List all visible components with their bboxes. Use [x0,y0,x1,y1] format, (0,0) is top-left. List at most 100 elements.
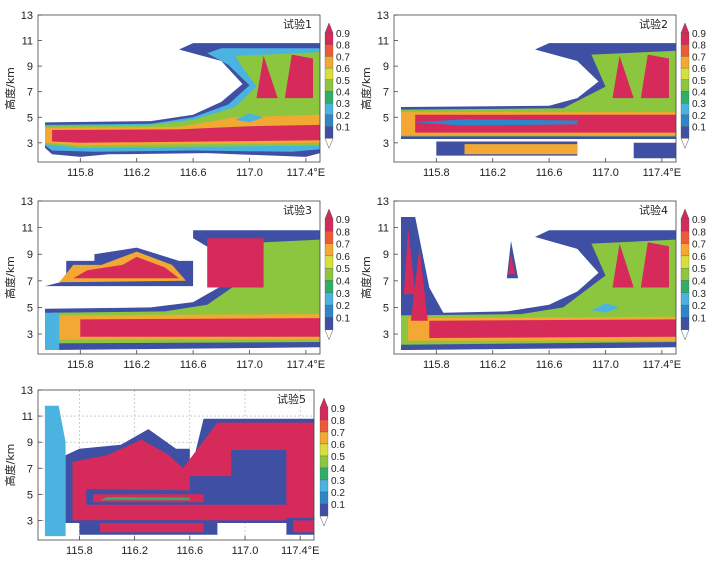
colorbar-segment [324,103,334,116]
colorbar-label: 0.6 [336,64,350,75]
colorbar-segment [680,304,690,318]
colorbar: 0.90.80.70.60.50.40.30.20.1 [680,22,706,149]
y-tick-label: 9 [383,249,389,261]
y-tick-label: 3 [383,329,389,341]
colorbar: 0.90.80.70.60.50.40.30.20.1 [319,397,345,527]
panel-1: 115.8 116.2 116.6 117.0 117.4°E 3 5 7 9 11 13 高度/km… [3,10,350,179]
y-tick-label: 13 [377,196,389,208]
x-tick-label: 116.6 [176,545,203,557]
y-tick-label: 3 [27,329,33,341]
y-tick-label: 13 [21,385,33,397]
plot-frame [37,14,321,163]
y-tick-label: 9 [27,61,33,73]
colorbar-segment [680,79,690,92]
x-tick-label: 116.2 [479,167,506,179]
y-tick-label: 13 [21,196,33,208]
colorbar-segment [680,114,690,127]
colorbar-label: 0.2 [692,301,706,312]
colorbar-label: 0.5 [692,76,706,87]
y-tick-label: 5 [383,302,389,314]
colorbar-segment [680,317,690,330]
y-tick-label: 11 [22,411,33,423]
y-axis-label: 高度/km [3,67,17,110]
colorbar-label: 0.9 [336,29,350,40]
y-tick-label: 11 [378,36,389,48]
y-tick-label: 5 [383,112,389,124]
x-tick-label: 117.0 [592,167,619,179]
colorbar-label: 0.2 [331,488,345,499]
colorbar-extend-top [319,397,329,409]
colorbar-extend-bottom [324,138,334,149]
y-tick-label: 5 [27,302,33,314]
colorbar: 0.90.80.70.60.50.40.30.20.1 [680,208,706,341]
contour-region-11 [591,303,620,313]
y-tick-label: 3 [27,515,33,527]
y-tick-label: 7 [27,463,33,475]
panel-4: 115.8 116.2 116.6 117.0 117.4°E 3 5 7 9 11 13 高度/km… [359,196,706,371]
panel-3: 115.8 116.2 116.6 117.0 117.4°E 3 5 7 9 11 13 高度/km… [3,196,350,371]
colorbar-label: 0.4 [331,464,345,475]
x-tick-label: 116.6 [180,359,207,371]
colorbar-label: 0.8 [692,41,706,52]
colorbar-label: 0.8 [336,227,350,238]
colorbar-extend-top [680,22,690,34]
colorbar-label: 0.7 [692,52,706,63]
colorbar-label: 0.5 [331,452,345,463]
colorbar-segment [324,91,334,104]
contour-region-1 [44,405,66,537]
x-tick-label: 116.6 [180,167,207,179]
colorbar-segment [680,56,690,69]
y-tick-label: 13 [377,10,389,22]
colorbar-label: 0.5 [336,264,350,275]
colorbar-label: 0.6 [336,252,350,263]
colorbar-segment [319,407,329,421]
x-tick-label: 115.8 [67,167,94,179]
colorbar-segment [324,126,334,139]
x-tick-label: 115.8 [423,167,450,179]
colorbar-segment [324,67,334,80]
colorbar: 0.90.80.70.60.50.40.30.20.1 [324,22,350,149]
contour-layers [401,217,676,350]
colorbar-segment [324,44,334,57]
colorbar-label: 0.7 [336,240,350,251]
y-axis-label: 高度/km [359,67,373,110]
panel-title: 试验3 [283,203,312,217]
y-tick-label: 5 [27,112,33,124]
contour-region-4 [86,450,287,505]
panel-title: 试验2 [639,17,668,31]
colorbar-label: 0.5 [336,76,350,87]
colorbar-segment [319,419,329,433]
colorbar-label: 0.9 [336,215,350,226]
x-tick-label: 117.4°E [287,359,325,371]
contour-region-6 [256,55,278,99]
contour-region-4 [80,318,320,337]
colorbar-label: 0.1 [336,123,350,134]
colorbar-extend-bottom [680,329,690,341]
panel-title: 试验1 [283,17,312,31]
contour-region-5 [52,124,320,143]
colorbar-segment [680,126,690,139]
y-tick-label: 7 [383,276,389,288]
contour-region-10 [293,520,314,533]
contour-region-6 [612,55,634,99]
colorbar-label: 0.6 [692,64,706,75]
y-tick-label: 11 [378,223,389,235]
colorbar-label: 0.8 [692,227,706,238]
y-tick-label: 7 [27,87,33,99]
x-tick-label: 116.2 [479,359,506,371]
colorbar-segment [324,32,334,45]
contour-region-5 [403,227,416,295]
plot-frame [393,14,677,163]
colorbar-label: 0.6 [331,440,345,451]
colorbar-segment [680,91,690,104]
y-tick-label: 9 [383,61,389,73]
contour-region-9 [464,144,578,155]
colorbar-label: 0.7 [692,240,706,251]
x-tick-label: 117.0 [236,359,263,371]
colorbar-label: 0.4 [692,88,706,99]
contour-layers [45,43,320,157]
contour-region-6 [410,247,428,321]
colorbar-segment [319,503,329,517]
contour-region-7 [640,54,669,99]
x-tick-label: 116.6 [536,167,563,179]
